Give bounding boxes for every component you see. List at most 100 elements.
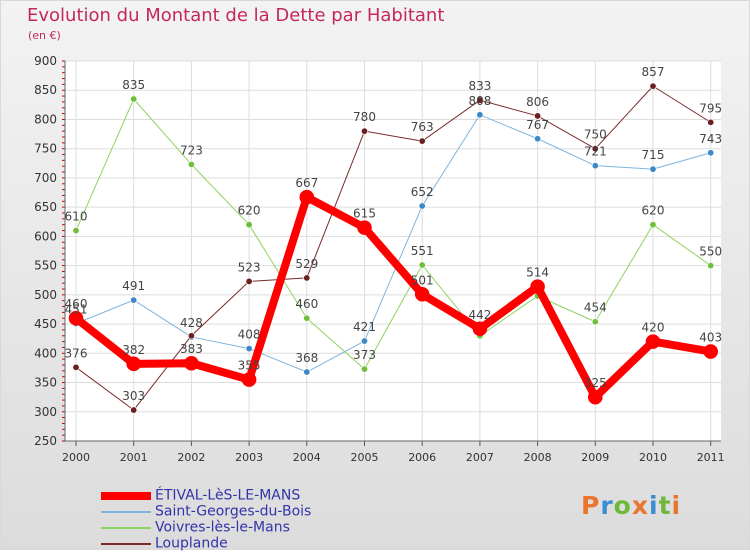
y-tick-label: 600 (34, 229, 57, 243)
data-point-louplande (418, 137, 426, 145)
x-tick-label: 2000 (62, 451, 90, 464)
y-tick-label: 700 (34, 171, 57, 185)
data-label-etival-les-le-mans: 442 (468, 308, 491, 322)
data-label-voivres-les-le-mans: 460 (295, 297, 318, 311)
data-point-louplande (72, 363, 80, 371)
data-point-etival-les-le-mans (472, 321, 488, 337)
data-point-louplande (707, 118, 715, 126)
data-label-louplande: 529 (295, 257, 318, 271)
data-point-louplande (130, 406, 138, 414)
y-tick-label: 500 (34, 288, 57, 302)
legend-swatch (101, 542, 151, 545)
x-tick-label: 2007 (466, 451, 494, 464)
data-label-etival-les-le-mans: 460 (65, 297, 88, 311)
data-label-voivres-les-le-mans: 550 (699, 245, 722, 259)
data-point-saint-georges-du-bois (130, 296, 138, 304)
legend-item: ÉTIVAL-LèS-LE-MANS (101, 487, 311, 504)
data-point-etival-les-le-mans (645, 334, 661, 349)
data-point-louplande (534, 112, 542, 120)
legend-label: Saint-Georges-du-Bois (155, 503, 312, 520)
data-label-voivres-les-le-mans: 620 (642, 204, 665, 218)
data-point-voivres-les-le-mans (245, 221, 253, 229)
data-point-voivres-les-le-mans (360, 365, 368, 373)
data-label-voivres-les-le-mans: 373 (353, 348, 376, 362)
legend: ÉTIVAL-LèS-LE-MANS Saint-Georges-du-Bois V… (101, 487, 312, 552)
data-point-saint-georges-du-bois (591, 162, 599, 170)
y-tick-label: 900 (34, 54, 57, 68)
data-point-voivres-les-le-mans (187, 160, 195, 168)
proxiti-logo: Proxiti (581, 491, 681, 520)
data-label-voivres-les-le-mans: 551 (411, 244, 434, 258)
data-label-voivres-les-le-mans: 723 (180, 143, 203, 157)
y-tick-label: 800 (34, 112, 57, 126)
legend-item: Voivres-lès-le-Mans (101, 519, 311, 536)
data-point-etival-les-le-mans (703, 344, 719, 359)
series-line-saint-georges-du-bois (75, 114, 712, 373)
data-point-saint-georges-du-bois (303, 368, 311, 376)
data-label-etival-les-le-mans: 325 (584, 376, 607, 390)
data-point-voivres-les-le-mans (707, 262, 715, 270)
data-point-etival-les-le-mans (184, 355, 199, 371)
data-label-louplande: 750 (584, 128, 607, 142)
data-point-saint-georges-du-bois (418, 202, 426, 210)
legend-swatch (101, 491, 151, 500)
data-label-voivres-les-le-mans: 835 (122, 78, 145, 92)
data-label-saint-georges-du-bois: 368 (295, 351, 318, 365)
data-label-saint-georges-du-bois: 421 (353, 320, 376, 334)
y-tick-label: 400 (34, 346, 57, 360)
data-label-etival-les-le-mans: 382 (122, 343, 145, 357)
data-label-louplande: 376 (65, 346, 88, 360)
data-point-voivres-les-le-mans (649, 221, 657, 229)
legend-label: Louplande (155, 535, 228, 552)
data-label-voivres-les-le-mans: 454 (584, 301, 607, 315)
data-label-saint-georges-du-bois: 408 (238, 328, 261, 342)
series-line-etival-les-le-mans (72, 193, 715, 402)
data-point-louplande (591, 145, 599, 153)
data-point-saint-georges-du-bois (649, 165, 657, 173)
data-label-etival-les-le-mans: 501 (411, 273, 434, 287)
legend-item: Saint-Georges-du-Bois (101, 503, 312, 520)
y-tick-label: 650 (34, 200, 57, 214)
data-label-etival-les-le-mans: 514 (526, 266, 549, 280)
legend-label: Voivres-lès-le-Mans (155, 519, 290, 536)
data-point-louplande (360, 127, 368, 135)
y-tick-label: 350 (34, 376, 57, 390)
data-label-saint-georges-du-bois: 808 (468, 94, 491, 108)
data-point-etival-les-le-mans (126, 356, 141, 372)
x-tick-label: 2011 (697, 451, 725, 464)
legend-item: Louplande (101, 535, 311, 552)
logo-letter: r (600, 491, 614, 520)
logo-letter: o (613, 491, 632, 520)
data-label-voivres-les-le-mans: 610 (65, 210, 88, 224)
data-label-saint-georges-du-bois: 491 (122, 279, 145, 293)
x-tick-label: 2004 (293, 451, 321, 464)
data-point-louplande (303, 274, 311, 282)
plot-area (65, 61, 721, 441)
data-label-etival-les-le-mans: 420 (642, 321, 665, 335)
y-tick-label: 450 (34, 317, 57, 331)
data-point-etival-les-le-mans (530, 279, 545, 294)
y-tick-label: 300 (34, 405, 57, 419)
logo-letter: x (631, 491, 649, 520)
y-tick-label: 250 (34, 434, 57, 448)
logo-letter: i (649, 491, 659, 520)
data-point-etival-les-le-mans (414, 286, 430, 302)
data-point-voivres-les-le-mans (130, 95, 138, 103)
logo-letter: P (581, 491, 601, 520)
data-label-louplande: 833 (468, 79, 491, 93)
legend-label: ÉTIVAL-LèS-LE-MANS (155, 487, 301, 504)
y-tick-label: 550 (34, 259, 57, 273)
data-point-voivres-les-le-mans (418, 261, 426, 269)
data-label-etival-les-le-mans: 403 (699, 331, 722, 345)
data-label-saint-georges-du-bois: 428 (180, 316, 203, 330)
data-point-saint-georges-du-bois (245, 345, 253, 353)
data-label-etival-les-le-mans: 667 (295, 176, 318, 190)
data-point-saint-georges-du-bois (476, 111, 484, 119)
data-label-louplande: 523 (238, 260, 261, 274)
data-point-louplande (649, 82, 657, 90)
data-point-etival-les-le-mans (587, 389, 603, 405)
data-label-louplande: 780 (353, 110, 376, 124)
data-label-louplande: 806 (526, 95, 549, 109)
